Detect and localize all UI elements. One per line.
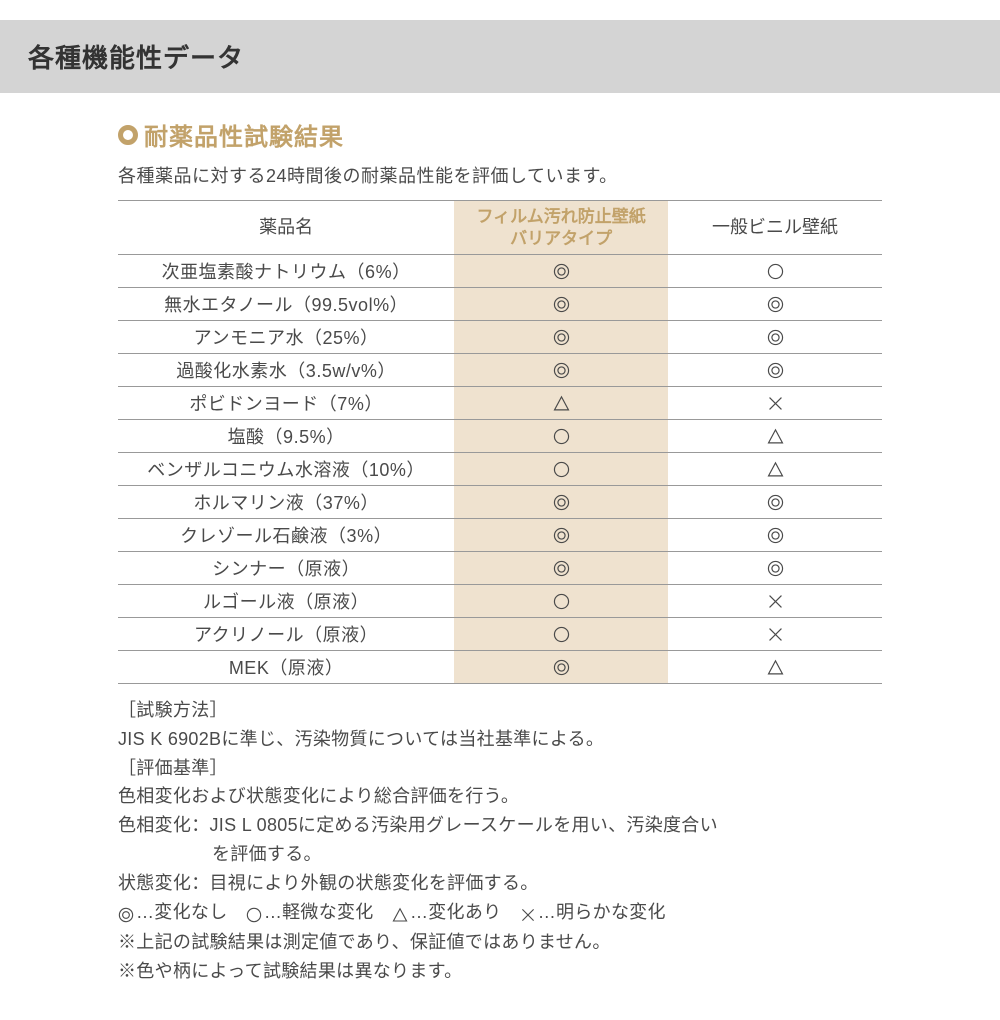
legend-symbol-icon bbox=[392, 900, 408, 929]
method-label: ［試験方法］ bbox=[118, 696, 882, 725]
th-film-label: フィルム汚れ防止壁紙バリアタイプ bbox=[476, 207, 645, 247]
cell-chemical-name: MEK（原液） bbox=[118, 651, 454, 684]
table-row: ポビドンヨード（7%） bbox=[118, 387, 882, 420]
legend-text: …変化あり bbox=[410, 902, 502, 922]
cell-vinyl-result bbox=[668, 585, 882, 618]
section-title-row: 耐薬品性試験結果 bbox=[118, 117, 882, 152]
cell-vinyl-result bbox=[668, 288, 882, 321]
table-row: MEK（原液） bbox=[118, 651, 882, 684]
cell-chemical-name: ポビドンヨード（7%） bbox=[118, 387, 454, 420]
cell-chemical-name: ホルマリン液（37%） bbox=[118, 486, 454, 519]
cell-chemical-name: ベンザルコニウム水溶液（10%） bbox=[118, 453, 454, 486]
cell-film-result bbox=[454, 354, 668, 387]
cell-vinyl-result bbox=[668, 618, 882, 651]
table-row: アンモニア水（25%） bbox=[118, 321, 882, 354]
cell-vinyl-result bbox=[668, 387, 882, 420]
criteria-label: ［評価基準］ bbox=[118, 754, 882, 783]
cell-vinyl-result bbox=[668, 255, 882, 288]
table-row: シンナー（原液） bbox=[118, 552, 882, 585]
cell-film-result bbox=[454, 585, 668, 618]
table-row: アクリノール（原液） bbox=[118, 618, 882, 651]
cell-chemical-name: 塩酸（9.5%） bbox=[118, 420, 454, 453]
cell-chemical-name: アンモニア水（25%） bbox=[118, 321, 454, 354]
legend-text: …変化なし bbox=[136, 902, 228, 922]
cell-vinyl-result bbox=[668, 486, 882, 519]
cell-film-result bbox=[454, 519, 668, 552]
content-area: 耐薬品性試験結果 各種薬品に対する24時間後の耐薬品性能を評価しています。 薬品… bbox=[0, 93, 1000, 986]
disclaimer1: ※上記の試験結果は測定値であり、保証値ではありません。 bbox=[118, 928, 882, 957]
cell-vinyl-result bbox=[668, 420, 882, 453]
table-body: 次亜塩素酸ナトリウム（6%）無水エタノール（99.5vol%）アンモニア水（25… bbox=[118, 255, 882, 684]
cell-vinyl-result bbox=[668, 519, 882, 552]
cell-chemical-name: 過酸化水素水（3.5w/v%） bbox=[118, 354, 454, 387]
cell-vinyl-result bbox=[668, 651, 882, 684]
cell-chemical-name: ルゴール液（原液） bbox=[118, 585, 454, 618]
table-row: ホルマリン液（37%） bbox=[118, 486, 882, 519]
table-row: 次亜塩素酸ナトリウム（6%） bbox=[118, 255, 882, 288]
legend-symbol-icon bbox=[246, 900, 262, 929]
th-film-type: フィルム汚れ防止壁紙バリアタイプ bbox=[454, 201, 668, 255]
cell-film-result bbox=[454, 651, 668, 684]
cell-chemical-name: アクリノール（原液） bbox=[118, 618, 454, 651]
legend-symbol-icon bbox=[520, 900, 536, 929]
table-row: クレゾール石鹸液（3%） bbox=[118, 519, 882, 552]
cell-chemical-name: シンナー（原液） bbox=[118, 552, 454, 585]
page-title: 各種機能性データ bbox=[28, 38, 972, 75]
notes-block: ［試験方法］ JIS K 6902Bに準じ、汚染物質については当社基準による。 … bbox=[118, 696, 882, 986]
bullet-ring-icon bbox=[118, 125, 138, 145]
cell-vinyl-result bbox=[668, 354, 882, 387]
cell-chemical-name: クレゾール石鹸液（3%） bbox=[118, 519, 454, 552]
cell-film-result bbox=[454, 321, 668, 354]
table-row: 塩酸（9.5%） bbox=[118, 420, 882, 453]
table-row: ベンザルコニウム水溶液（10%） bbox=[118, 453, 882, 486]
hue-line1: 色相変化：JIS L 0805に定める汚染用グレースケールを用い、汚染度合い bbox=[118, 811, 882, 840]
chemical-resistance-table: 薬品名 フィルム汚れ防止壁紙バリアタイプ 一般ビニル壁紙 次亜塩素酸ナトリウム（… bbox=[118, 200, 882, 684]
cell-vinyl-result bbox=[668, 453, 882, 486]
cell-film-result bbox=[454, 387, 668, 420]
th-chemical-name: 薬品名 bbox=[118, 201, 454, 255]
cell-chemical-name: 次亜塩素酸ナトリウム（6%） bbox=[118, 255, 454, 288]
table-row: 過酸化水素水（3.5w/v%） bbox=[118, 354, 882, 387]
header-bar: 各種機能性データ bbox=[0, 20, 1000, 93]
cell-vinyl-result bbox=[668, 321, 882, 354]
legend-symbol-icon bbox=[118, 900, 134, 929]
th-vinyl: 一般ビニル壁紙 bbox=[668, 201, 882, 255]
section-intro: 各種薬品に対する24時間後の耐薬品性能を評価しています。 bbox=[118, 162, 882, 188]
cell-film-result bbox=[454, 486, 668, 519]
cell-film-result bbox=[454, 552, 668, 585]
cell-vinyl-result bbox=[668, 552, 882, 585]
legend-text: …軽微な変化 bbox=[264, 902, 374, 922]
cell-film-result bbox=[454, 618, 668, 651]
hue-line2: を評価する。 bbox=[118, 840, 882, 869]
table-row: 無水エタノール（99.5vol%） bbox=[118, 288, 882, 321]
cell-film-result bbox=[454, 453, 668, 486]
legend-row: …変化なし …軽微な変化 …変化あり …明らかな変化 bbox=[118, 898, 882, 929]
legend-text: …明らかな変化 bbox=[538, 902, 666, 922]
criteria-text: 色相変化および状態変化により総合評価を行う。 bbox=[118, 782, 882, 811]
state-line: 状態変化：目視により外観の状態変化を評価する。 bbox=[118, 869, 882, 898]
section-title: 耐薬品性試験結果 bbox=[144, 117, 344, 152]
method-text: JIS K 6902Bに準じ、汚染物質については当社基準による。 bbox=[118, 725, 882, 754]
cell-film-result bbox=[454, 255, 668, 288]
table-row: ルゴール液（原液） bbox=[118, 585, 882, 618]
disclaimer2: ※色や柄によって試験結果は異なります。 bbox=[118, 957, 882, 986]
cell-film-result bbox=[454, 420, 668, 453]
cell-chemical-name: 無水エタノール（99.5vol%） bbox=[118, 288, 454, 321]
cell-film-result bbox=[454, 288, 668, 321]
